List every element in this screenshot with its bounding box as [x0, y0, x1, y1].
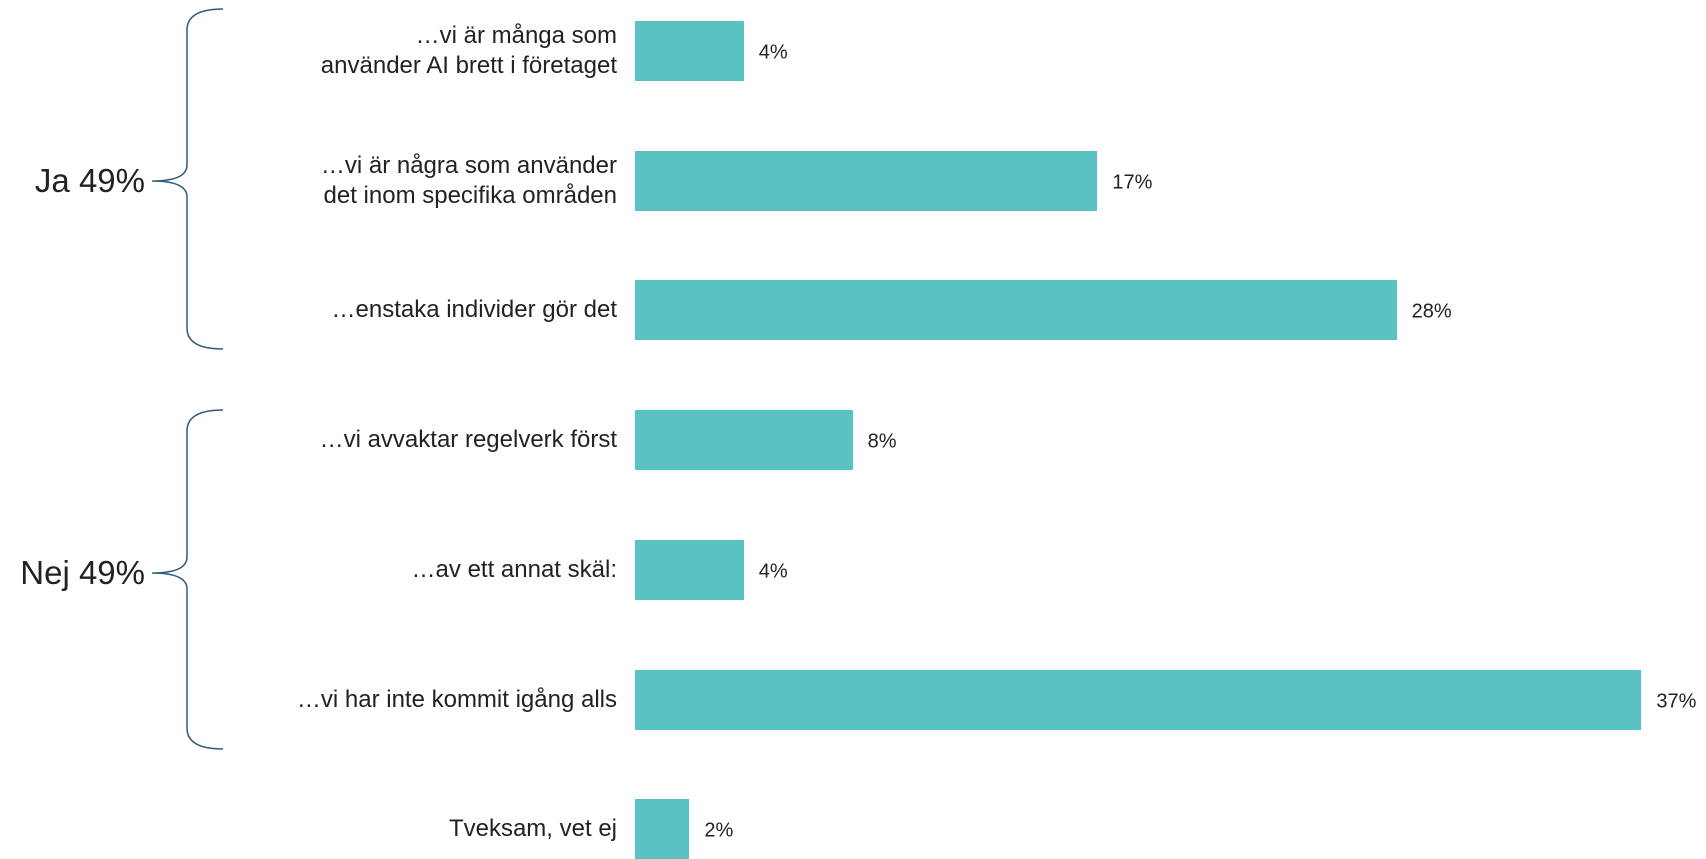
value-label: 4% [758, 560, 788, 583]
bar [635, 539, 744, 600]
category-label: …av ett annat skäl: [411, 555, 617, 583]
category-label: …vi är många som använder AI brett i för… [320, 22, 617, 79]
value-label: 17% [1112, 171, 1153, 194]
group-label: Nej 49% [20, 554, 145, 591]
category-label: …vi är några som använder det inom speci… [320, 151, 617, 209]
category-label: …vi avvaktar regelverk först [319, 426, 617, 454]
value-label: 37% [1656, 690, 1697, 712]
bar [635, 280, 1397, 341]
bar [635, 410, 853, 471]
value-label: 8% [867, 430, 897, 453]
bar [635, 150, 1098, 211]
value-label: 28% [1411, 300, 1452, 323]
category-label: …enstaka individer gör det [331, 296, 618, 324]
brace [151, 409, 224, 750]
brace [151, 8, 224, 350]
bar [635, 799, 690, 859]
bar [635, 669, 1642, 730]
value-label: 2% [704, 819, 734, 842]
bar [635, 21, 744, 81]
category-label: …vi har inte kommit igång alls [296, 685, 617, 713]
category-label: Tveksam, vet ej [448, 815, 617, 843]
group-label: Ja 49% [34, 162, 145, 199]
value-label: 4% [758, 41, 788, 64]
